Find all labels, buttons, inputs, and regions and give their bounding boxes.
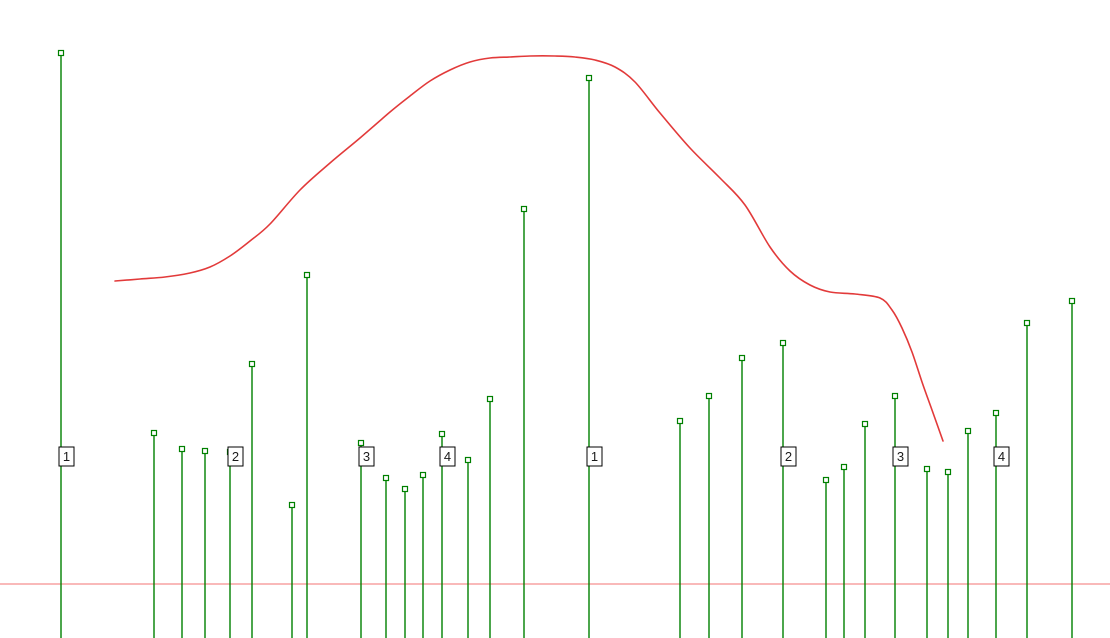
stem-top-marker <box>248 360 256 368</box>
beat-label: 2 <box>232 449 239 464</box>
stem-top-marker <box>57 49 65 57</box>
beat-label-box <box>586 446 603 467</box>
stem-top-marker <box>923 465 931 473</box>
stem-top-marker <box>201 447 209 455</box>
stem-top-marker <box>964 427 972 435</box>
stem-top-marker <box>150 429 158 437</box>
beat-label-box <box>439 446 456 467</box>
stem-top-marker <box>705 392 713 400</box>
beat-label: 3 <box>897 449 904 464</box>
stem-top-marker <box>891 392 899 400</box>
stem-top-marker <box>738 354 746 362</box>
beat-label: 3 <box>363 449 370 464</box>
stem-top-marker <box>486 395 494 403</box>
stem-top-marker <box>288 501 296 509</box>
stem-top-marker <box>676 417 684 425</box>
stem-top-marker <box>861 420 869 428</box>
beat-label: 1 <box>591 449 598 464</box>
beat-label-box <box>993 446 1010 467</box>
stem-top-marker <box>178 445 186 453</box>
beat-label-box <box>58 446 75 467</box>
beat-label-box <box>358 446 375 467</box>
beat-label: 1 <box>63 449 70 464</box>
stem-top-marker <box>382 474 390 482</box>
stem-top-marker <box>520 205 528 213</box>
beat-label-box <box>892 446 909 467</box>
beat-label-box <box>227 446 244 467</box>
beat-label: 2 <box>785 449 792 464</box>
beat-label: 4 <box>998 449 1005 464</box>
stem-top-marker <box>303 271 311 279</box>
tempo-curve <box>114 55 944 442</box>
stem-top-marker <box>840 463 848 471</box>
stem-top-marker <box>944 468 952 476</box>
stem-top-marker <box>1068 297 1076 305</box>
stem-top-marker <box>779 339 787 347</box>
stem-top-marker <box>419 471 427 479</box>
beat-label: 4 <box>444 449 451 464</box>
stem-top-marker <box>585 74 593 82</box>
stem-top-marker <box>357 439 365 447</box>
beat-label-box <box>780 446 797 467</box>
stem-top-marker <box>822 476 830 484</box>
stem-top-marker <box>1023 319 1031 327</box>
stem-top-marker <box>992 409 1000 417</box>
stem-top-marker <box>401 485 409 493</box>
stem-top-marker <box>464 456 472 464</box>
stem-top-marker <box>438 430 446 438</box>
